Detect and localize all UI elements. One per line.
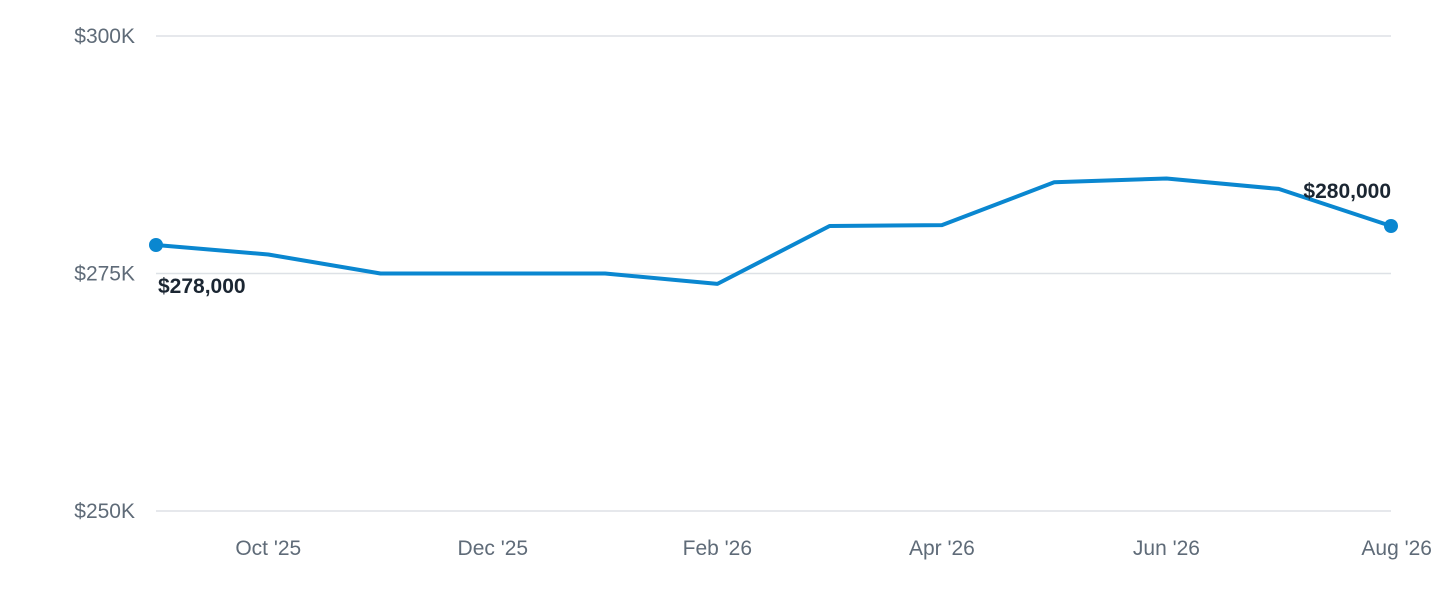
data-label: $280,000	[1303, 180, 1391, 203]
series-line	[154, 176, 1393, 286]
x-tick-label: Apr '26	[909, 537, 975, 560]
x-tick-label: Feb '26	[683, 537, 752, 560]
data-point-marker	[149, 238, 163, 252]
y-tick-label: $275K	[74, 263, 135, 286]
x-tick-label: Oct '25	[235, 537, 301, 560]
x-tick-label: Jun '26	[1133, 537, 1200, 560]
y-tick-label: $250K	[74, 500, 135, 523]
x-tick-label: Aug '26	[1361, 537, 1432, 560]
data-label: $278,000	[158, 275, 246, 298]
x-tick-label: Dec '25	[458, 537, 529, 560]
data-point-marker	[1384, 219, 1398, 233]
y-tick-label: $300K	[74, 25, 135, 48]
